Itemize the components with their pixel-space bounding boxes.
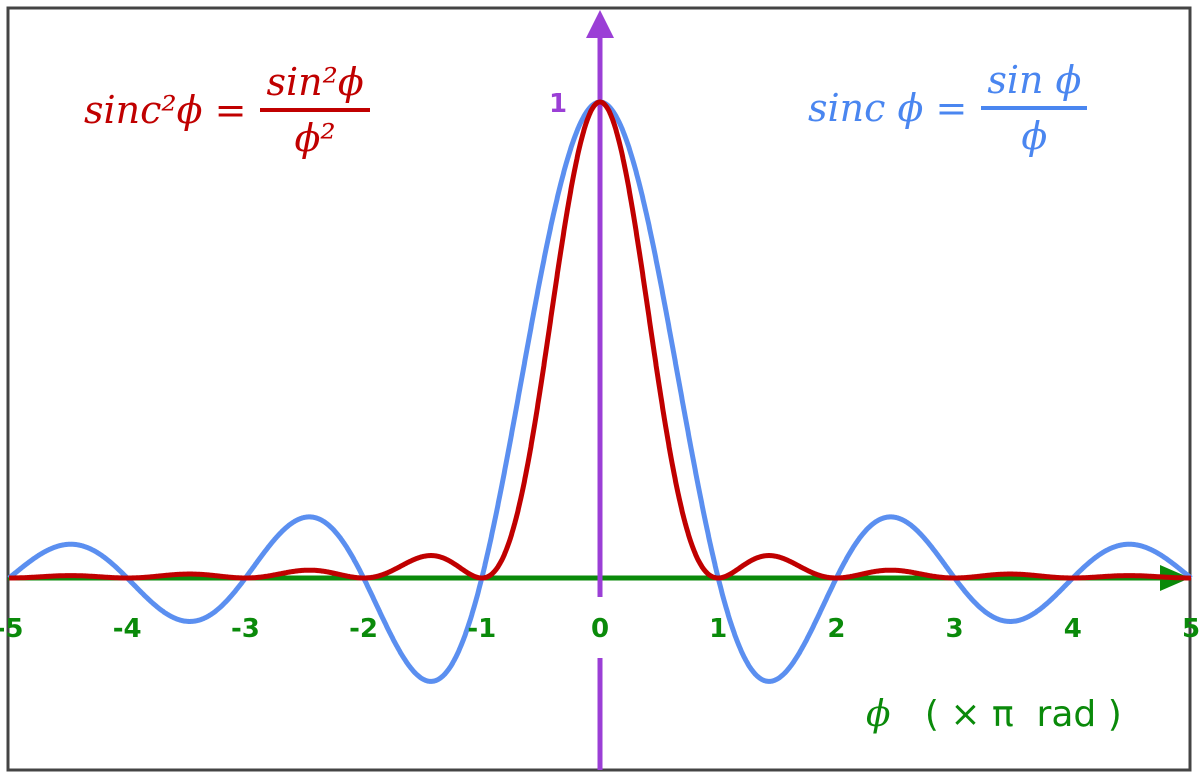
y-tick-label: 1 — [549, 89, 567, 119]
sinc-squared-lhs: sinc²ϕ = — [84, 88, 247, 132]
sinc-squared-fraction: sin²ϕ ϕ² — [260, 60, 370, 160]
sinc-lhs: sinc ϕ = — [808, 86, 968, 130]
x-tick-label: 0 — [591, 614, 609, 644]
sinc-fraction: sin ϕ ϕ — [981, 58, 1088, 158]
sinc-denominator: ϕ — [1021, 114, 1048, 158]
x-tick-label: 1 — [709, 614, 727, 644]
x-tick-label: -1 — [467, 614, 496, 644]
x-tick-label: -2 — [349, 614, 378, 644]
x-axis-unit: ( × π rad ) — [924, 694, 1122, 735]
sinc-squared-numerator: sin²ϕ — [260, 60, 370, 112]
x-tick-label: 3 — [946, 614, 964, 644]
sinc-squared-formula: sinc²ϕ = sin²ϕ ϕ² — [84, 60, 370, 160]
x-axis-symbol: ϕ — [866, 694, 891, 735]
x-tick-label: -4 — [113, 614, 142, 644]
x-tick-label: 4 — [1064, 614, 1082, 644]
x-tick-label: -5 — [0, 614, 23, 644]
sinc-squared-curve — [7, 99, 1193, 581]
sinc-squared-denominator: ϕ² — [294, 116, 336, 160]
x-tick-label: -3 — [231, 614, 260, 644]
sinc-numerator: sin ϕ — [981, 58, 1088, 110]
y-axis-arrow — [586, 10, 614, 38]
sinc-formula: sinc ϕ = sin ϕ ϕ — [808, 58, 1088, 158]
x-tick-label: 2 — [827, 614, 845, 644]
x-tick-label: 5 — [1182, 614, 1200, 644]
x-axis-label: ϕ ( × π rad ) — [866, 694, 1122, 735]
